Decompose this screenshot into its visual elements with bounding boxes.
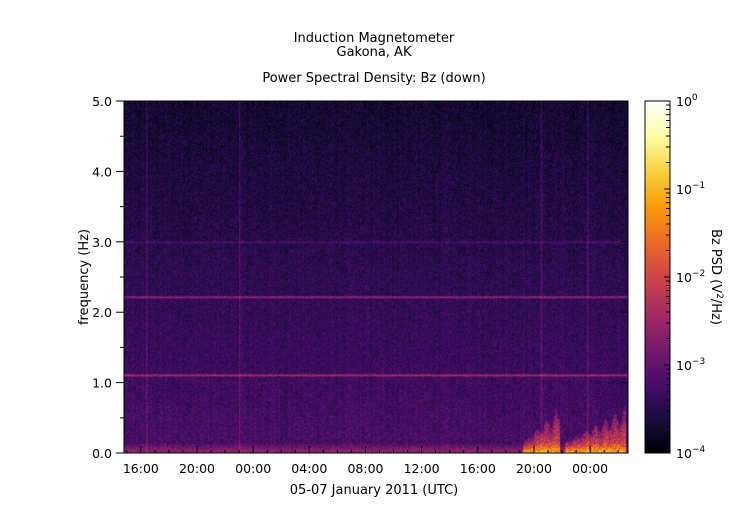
x-tick-label: 00:00 (235, 461, 271, 476)
colorbar-axis: 100 10−1 10−2 10−3 10−4 (664, 93, 705, 461)
y-tick-label: 2.0 (92, 305, 112, 320)
spectrogram-image (124, 101, 628, 453)
x-axis-label: 05-07 January 2011 (UTC) (290, 483, 458, 498)
colorbar-label: Bz PSD (V2/Hz) (708, 229, 724, 325)
y-tick-label: 1.0 (92, 376, 112, 391)
x-tick-label: 20:00 (516, 461, 552, 476)
spectrogram-image-wrap (124, 101, 628, 453)
y-tick-label: 4.0 (92, 164, 112, 179)
y-axis: 0.0 1.0 2.0 3.0 4.0 5.0 (92, 94, 628, 461)
y-tick-label: 5.0 (92, 94, 112, 109)
x-tick-label: 04:00 (291, 461, 327, 476)
plot-title: Power Spectral Density: Bz (down) (262, 71, 485, 86)
x-tick-label: 20:00 (179, 461, 215, 476)
x-axis: 16:00 20:00 00:00 04:00 08:00 12:00 16:00 20:00… (123, 101, 619, 476)
colorbar-tick-label: 10−1 (676, 181, 705, 197)
y-tick-label: 3.0 (92, 235, 112, 250)
colorbar-tick-label: 10−2 (676, 269, 705, 285)
chart-subtitle: Gakona, AK (337, 45, 412, 60)
x-tick-label: 16:00 (123, 461, 159, 476)
x-tick-label: 12:00 (404, 461, 440, 476)
colorbar-tick-label: 100 (676, 93, 698, 109)
x-tick-label: 16:00 (460, 461, 496, 476)
x-tick-label: 00:00 (572, 461, 608, 476)
x-tick-label: 08:00 (347, 461, 383, 476)
colorbar-tick-label: 10−3 (676, 357, 705, 373)
y-axis-label: frequency (Hz) (77, 229, 92, 325)
colorbar-tick-label: 10−4 (676, 445, 705, 461)
y-tick-label: 0.0 (92, 446, 112, 461)
chart-title: Induction Magnetometer (294, 31, 455, 46)
